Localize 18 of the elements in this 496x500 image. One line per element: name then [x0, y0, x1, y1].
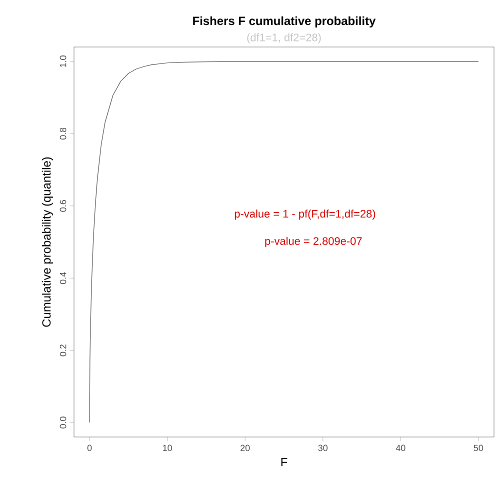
y-tick-label: 0.2: [60, 344, 66, 356]
x-tick-label: 20: [240, 444, 250, 452]
y-tick-label: 0.6: [60, 200, 66, 212]
chart-title: Fishers F cumulative probability: [193, 16, 376, 28]
y-tick-label: 0.8: [60, 128, 66, 140]
x-tick-label: 30: [318, 444, 328, 452]
annotation: p-value = 2.809e-07: [265, 236, 362, 248]
chart-subtitle: (df1=1, df2=28): [247, 33, 321, 44]
x-tick-label: 40: [396, 444, 406, 452]
x-tick-label: 50: [474, 444, 484, 452]
x-tick-label: 0: [87, 444, 92, 452]
annotation: p-value = 1 - pf(F,df=1,df=28): [234, 210, 376, 220]
y-tick-label: 0.0: [60, 416, 66, 428]
y-tick-label: 0.4: [60, 272, 66, 284]
y-axis-title: Cumulative probability (quantile): [42, 157, 54, 327]
y-tick-label: 1.0: [60, 56, 66, 67]
x-tick-label: 10: [163, 444, 172, 452]
x-axis-title: F: [281, 458, 288, 466]
